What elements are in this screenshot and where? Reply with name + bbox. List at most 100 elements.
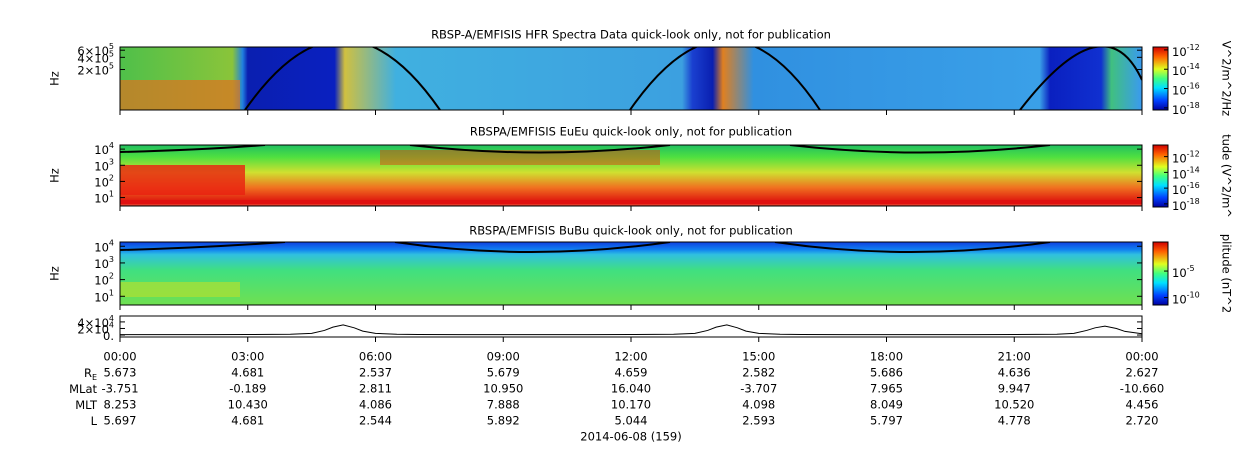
y-tick-label-exp: 4 (109, 320, 114, 329)
ephemeris-value: 4.636 (998, 366, 1031, 380)
colorbar-label: tude (V^2/m^ (1220, 134, 1234, 218)
x-tick-label: 06:00 (359, 350, 392, 364)
ephemeris-value: 5.686 (870, 366, 903, 380)
y-tick-label-base: 10 (94, 256, 109, 270)
ephemeris-row-label: MLT (75, 398, 98, 412)
colorbar-tick-label: 10-18 (1172, 100, 1200, 116)
ephemeris-value: 4.681 (231, 414, 264, 428)
x-tick-label: 15:00 (742, 350, 775, 364)
y-tick-label: 103 (94, 157, 114, 173)
ephemeris-value: 10.430 (228, 398, 268, 412)
y-tick-label: 102 (94, 173, 114, 189)
ephemeris-row-label: L (91, 414, 98, 428)
y-tick-label-base: 4×10 (77, 315, 109, 329)
y-tick-label: 0. (103, 329, 114, 343)
y-tick-label-exp: 4 (109, 238, 114, 247)
y-tick-label: 101 (94, 288, 114, 304)
ephemeris-value: 5.892 (487, 414, 520, 428)
ephemeris-value: 2.811 (359, 382, 392, 396)
ephemeris-value: 4.456 (1126, 398, 1159, 412)
colorbar-tick-label-base: 10 (1172, 198, 1187, 212)
ephemeris-value: 5.697 (104, 414, 137, 428)
x-tick-label: 00:00 (1125, 350, 1158, 364)
y-tick-label-exp: 1 (109, 288, 114, 297)
ephemeris-value: 5.797 (870, 414, 903, 428)
x-tick-label: 09:00 (487, 350, 520, 364)
colorbar-tick-label-base: 10 (1172, 102, 1187, 116)
y-tick-label-base: 10 (94, 159, 109, 173)
y-tick-label-base: 4×10 (77, 51, 109, 65)
ephemeris-value: 2.582 (742, 366, 775, 380)
ephemeris-value: 8.049 (870, 398, 903, 412)
ephemeris-value: 7.965 (870, 382, 903, 396)
colorbar-tick-label-exp: -16 (1187, 181, 1200, 190)
y-tick-label: 4×104 (77, 313, 114, 329)
colorbar-label: V^2/m^2/Hz (1220, 41, 1234, 116)
colorbar-tick-label-base: 10 (1172, 183, 1187, 197)
x-tick-label: 00:00 (103, 350, 136, 364)
y-tick-label-exp: 2 (109, 271, 114, 280)
colorbar-tick-label: 10-12 (1172, 42, 1200, 58)
colorbar-tick-label: 10-10 (1172, 290, 1200, 306)
ephemeris-value: 5.679 (487, 366, 520, 380)
ephemeris-value: 10.170 (611, 398, 651, 412)
ephemeris-value: 16.040 (611, 382, 651, 396)
panel-title: RBSPA/EMFISIS BuBu quick-look only, not … (469, 224, 793, 238)
colorbar-tick-label-exp: -5 (1187, 264, 1195, 273)
colorbar-tick-label-base: 10 (1172, 83, 1187, 97)
y-tick-label-base: 10 (94, 290, 109, 304)
colorbar-tick-label-exp: -16 (1187, 81, 1200, 90)
x-tick-label: 21:00 (998, 350, 1031, 364)
y-axis-label: Hz (48, 71, 62, 86)
ephemeris-row-label-base: MLT (75, 398, 98, 412)
y-tick-label-base: 6×10 (77, 44, 109, 58)
y-tick-label: 104 (94, 238, 114, 254)
y-tick-label: 2×104 (77, 320, 114, 336)
ephemeris-value: 4.778 (998, 414, 1031, 428)
date-label: 2014-06-08 (159) (580, 430, 681, 444)
colorbar-tick-label-exp: -18 (1187, 196, 1200, 205)
colorbar-tick-label-base: 10 (1172, 167, 1187, 181)
orbit-line (120, 324, 1143, 336)
colorbar-tick-label-base: 10 (1172, 64, 1187, 78)
colorbar-label: plitude (nT^2 (1220, 234, 1234, 313)
y-tick-label-base: 10 (94, 273, 109, 287)
ephemeris-value: -3.707 (740, 382, 777, 396)
y-tick-label-base: 2×10 (77, 63, 109, 77)
y-axis-label: Hz (48, 266, 62, 281)
colorbar-tick-label: 10-16 (1172, 81, 1200, 97)
panel-title: RBSPA/EMFISIS EuEu quick-look only, not … (470, 125, 792, 139)
ephemeris-row-label-base: R (84, 366, 92, 380)
ephemeris-value: 4.681 (231, 366, 264, 380)
colorbar-tick-label: 10-16 (1172, 181, 1200, 197)
y-tick-label-base: 10 (94, 240, 109, 254)
colorbar-tick-label-base: 10 (1172, 292, 1187, 306)
ephemeris-row-label-base: MLat (69, 382, 97, 396)
colorbar-tick-label: 10-14 (1172, 165, 1200, 181)
ephemeris-value: 4.098 (742, 398, 775, 412)
y-tick-label-base: 0. (103, 329, 114, 343)
y-tick-label-exp: 1 (109, 189, 114, 198)
y-axis-label: Hz (48, 168, 62, 183)
ephemeris-value: 2.537 (359, 366, 392, 380)
y-tick-label: 2×105 (77, 61, 114, 77)
ephemeris-value: -10.660 (1120, 382, 1164, 396)
ephemeris-row-label: MLat (69, 382, 97, 396)
colorbar-tick-label-exp: -18 (1187, 100, 1200, 109)
x-tick-label: 03:00 (231, 350, 264, 364)
spectrogram-layout (120, 46, 1169, 306)
y-tick-label-exp: 3 (109, 157, 114, 166)
ephemeris-value: 4.659 (615, 366, 648, 380)
ephemeris-value: 2.627 (1126, 366, 1159, 380)
y-tick-label: 4×105 (77, 49, 114, 65)
y-tick-label-base: 10 (94, 175, 109, 189)
colorbar-tick-label: 10-5 (1172, 264, 1195, 280)
ephemeris-value: 10.520 (994, 398, 1034, 412)
ephemeris-row-label: RE (84, 366, 97, 382)
colorbar-tick-label-exp: -10 (1187, 290, 1200, 299)
ephemeris-value: 5.044 (615, 414, 648, 428)
colorbar-tick-label: 10-18 (1172, 196, 1200, 212)
ephemeris-value: 7.888 (487, 398, 520, 412)
colorbar-tick-label-base: 10 (1172, 151, 1187, 165)
